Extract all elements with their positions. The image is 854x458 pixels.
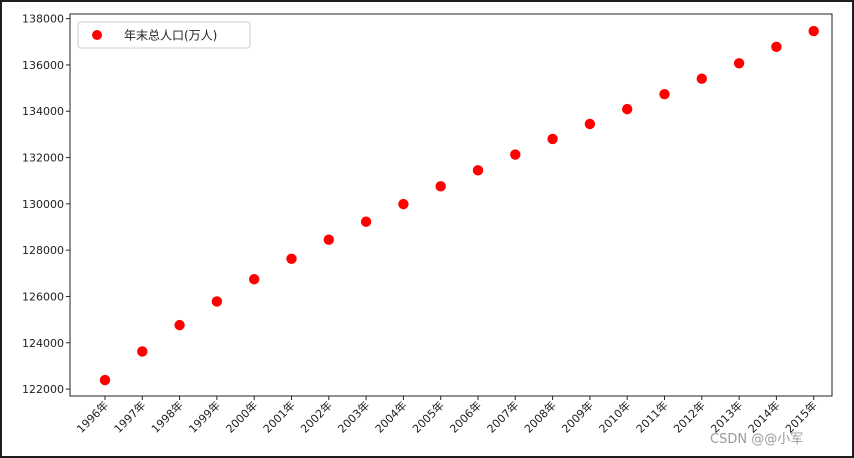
x-tick-label: 1996年 [74, 398, 111, 435]
data-point [360, 216, 372, 227]
x-tick-label: 2002年 [297, 398, 334, 435]
x-tick-label: 2010年 [596, 398, 633, 435]
data-point [286, 253, 297, 264]
x-axis: 1996年 1997年 1998年 1999年 2000年 2001年 2002年 2003年… [74, 396, 820, 436]
x-tick-label: 2003年 [335, 398, 372, 435]
y-tick-label: 130000 [22, 198, 64, 211]
data-point [696, 73, 707, 84]
x-tick-label: 2011年 [633, 398, 670, 435]
x-tick-label: 2014年 [745, 398, 782, 435]
x-tick-label: 2013年 [708, 398, 745, 435]
y-axis: 122000 124000 126000 128000 130000 132000 1340… [22, 13, 70, 396]
data-point [584, 118, 596, 130]
data-point [398, 198, 409, 210]
legend: 年末总人口(万人) [77, 21, 251, 49]
legend-marker [92, 30, 102, 40]
y-tick-label: 126000 [22, 290, 64, 303]
data-point [808, 25, 819, 37]
x-tick-label: 2015年 [782, 398, 819, 435]
data-point [733, 58, 745, 69]
data-point [510, 149, 521, 160]
plot-area [69, 13, 833, 397]
x-tick-label: 1997年 [111, 398, 148, 435]
x-tick-label: 2000年 [223, 398, 260, 435]
data-points [99, 25, 819, 386]
watermark: CSDN @@小军 [710, 432, 803, 447]
data-point [137, 346, 148, 357]
data-point [323, 234, 334, 245]
y-tick-label: 132000 [22, 152, 64, 165]
data-point [622, 103, 633, 115]
x-tick-label: 2008年 [521, 398, 558, 435]
x-tick-label: 2004年 [372, 398, 409, 435]
x-tick-label: 2009年 [559, 398, 596, 435]
y-tick-label: 122000 [22, 383, 64, 396]
legend-box [77, 21, 251, 49]
x-tick-label: 1998年 [148, 398, 185, 435]
x-tick-label: 2012年 [670, 398, 707, 435]
x-tick-label: 1999年 [186, 398, 223, 435]
data-point [211, 296, 223, 307]
data-point [174, 319, 185, 331]
data-point [659, 89, 670, 100]
y-tick-label: 138000 [22, 13, 64, 26]
legend-label: 年末总人口(万人) [124, 29, 217, 43]
data-point [99, 374, 111, 386]
y-tick-label: 134000 [22, 105, 64, 118]
x-tick-label: 2005年 [409, 398, 446, 435]
y-tick-label: 136000 [22, 59, 64, 72]
x-tick-label: 2001年 [260, 398, 297, 435]
x-tick-label: 2007年 [484, 398, 521, 435]
x-tick-label: 2006年 [447, 398, 484, 435]
y-tick-label: 124000 [22, 337, 64, 350]
data-point [771, 41, 782, 53]
data-point [472, 165, 484, 176]
data-point [547, 133, 558, 145]
data-point [435, 181, 446, 192]
y-tick-label: 128000 [22, 244, 64, 257]
data-point [249, 274, 260, 285]
